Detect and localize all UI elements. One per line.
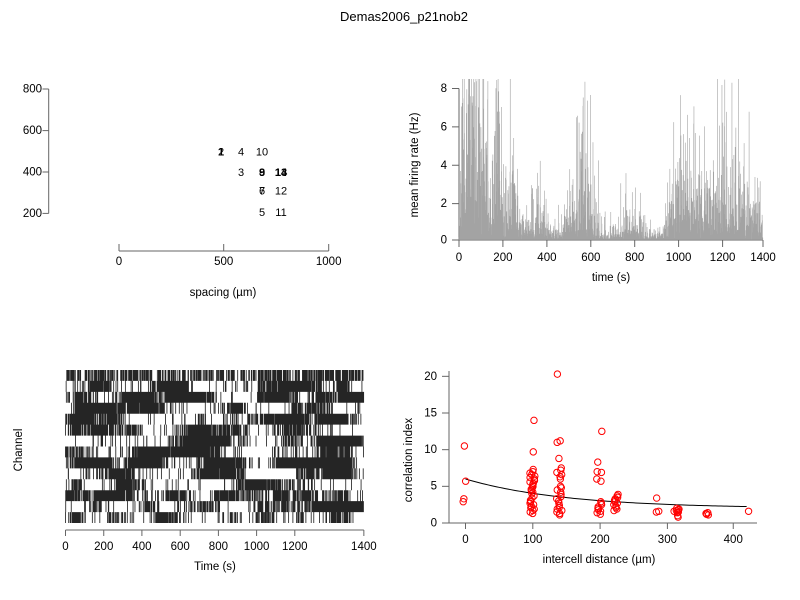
svg-text:100: 100 — [523, 534, 542, 546]
svg-text:200: 200 — [591, 534, 610, 546]
svg-text:15: 15 — [424, 408, 437, 420]
svg-text:0: 0 — [462, 534, 468, 546]
svg-text:10: 10 — [424, 444, 437, 456]
svg-text:0: 0 — [431, 518, 437, 530]
svg-text:5: 5 — [431, 481, 437, 493]
svg-text:intercell distance (µm): intercell distance (µm) — [543, 554, 656, 566]
svg-text:300: 300 — [658, 534, 677, 546]
svg-text:20: 20 — [424, 371, 437, 383]
svg-text:400: 400 — [724, 534, 743, 546]
svg-text:correlation index: correlation index — [403, 418, 415, 503]
